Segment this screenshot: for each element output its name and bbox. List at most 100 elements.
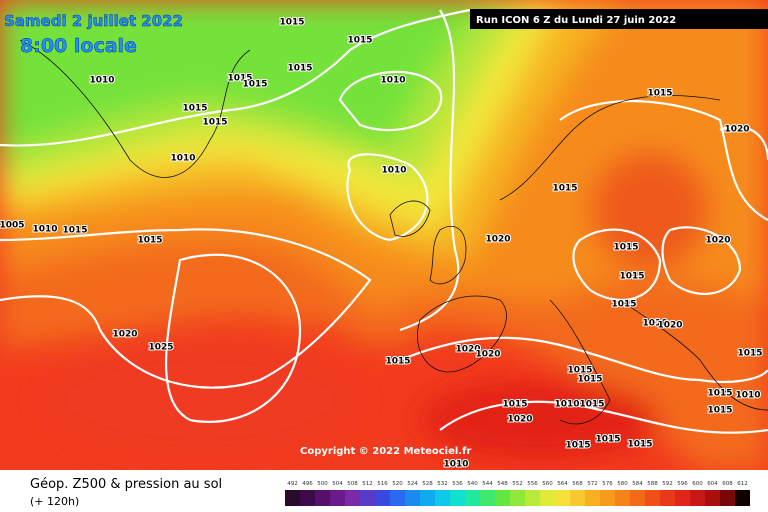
isobar-label: 1015 [611, 300, 636, 310]
scale-label: 552 [512, 481, 523, 487]
scale-label: 600 [692, 481, 703, 487]
scale-swatch [480, 490, 495, 506]
scale-label: 504 [332, 481, 343, 487]
scale-label: 556 [527, 481, 538, 487]
isobar-label: 1015 [567, 366, 592, 376]
scale-swatch [735, 490, 750, 506]
isobar-label: 1020 [724, 125, 749, 135]
scale-swatch [435, 490, 450, 506]
scale-label: 560 [542, 481, 553, 487]
footer-lead: (+ 120h) [30, 495, 79, 508]
scale-swatch [465, 490, 480, 506]
isobar-label: 1020 [705, 236, 730, 246]
isobar-label: 1015 [707, 389, 732, 399]
scale-label: 580 [617, 481, 628, 487]
isobar-label: 1010 [443, 460, 468, 470]
scale-swatch [300, 490, 315, 506]
isobar-label: 1020 [112, 330, 137, 340]
scale-swatch [660, 490, 675, 506]
isobar-label: 1010 [170, 154, 195, 164]
scale-label: 512 [362, 481, 373, 487]
scale-swatch [540, 490, 555, 506]
isobar-label: 1015 [647, 89, 672, 99]
scale-label: 612 [737, 481, 748, 487]
scale-swatch [315, 490, 330, 506]
isobar-label: 1015 [613, 243, 638, 253]
scale-label: 540 [467, 481, 478, 487]
scale-swatch [510, 490, 525, 506]
scale-swatch [705, 490, 720, 506]
isobar-label: 1010 [89, 76, 114, 86]
isobar-label: 1015 [279, 18, 304, 28]
scale-label: 596 [677, 481, 688, 487]
scale-swatch [645, 490, 660, 506]
geopotential-field [0, 0, 768, 470]
isobar-label: 1015 [242, 80, 267, 90]
footer-title: Géop. Z500 & pression au sol [30, 477, 222, 492]
isobar-label: 1015 [287, 64, 312, 74]
isobar-label: 1020 [485, 235, 510, 245]
isobar-label: 1015 [619, 272, 644, 282]
isobar-label: 1015 [552, 184, 577, 194]
scale-swatch [600, 490, 615, 506]
scale-swatch [330, 490, 345, 506]
isobar-label: 1020 [657, 321, 682, 331]
isobar-label: 1020 [475, 350, 500, 360]
run-info: Run ICON 6 Z du Lundi 27 juin 2022 [476, 15, 676, 26]
copyright: Copyright © 2022 Meteociel.fr [300, 446, 471, 457]
scale-label: 604 [707, 481, 718, 487]
scale-swatch [585, 490, 600, 506]
isobar-label: 1015 [707, 406, 732, 416]
scale-swatch [720, 490, 735, 506]
scale-label: 516 [377, 481, 388, 487]
isobar-label: 1010 [380, 76, 405, 86]
isobar-label: 1025 [148, 343, 173, 353]
scale-swatch [615, 490, 630, 506]
scale-label: 592 [662, 481, 673, 487]
scale-label: 568 [572, 481, 583, 487]
isobar-label: 1020 [507, 415, 532, 425]
scale-label: 508 [347, 481, 358, 487]
isobar-label: 1015 [737, 349, 762, 359]
isobar-label: 1015 [385, 357, 410, 367]
isobar-label: 1015 [137, 236, 162, 246]
scale-label: 584 [632, 481, 643, 487]
isobar-label: 1010 [554, 400, 579, 410]
isobar-label: 1010 [735, 391, 760, 401]
date: Samedi 2 juillet 2022 [4, 12, 183, 30]
scale-label: 608 [722, 481, 733, 487]
isobar-label: 1010 [381, 166, 406, 176]
isobar-label: 1020 [455, 345, 480, 355]
isobar-label: 1015 [227, 74, 252, 84]
scale-swatch [525, 490, 540, 506]
coastlines [19, 39, 768, 425]
scale-label: 496 [302, 481, 313, 487]
run-banner [470, 9, 768, 29]
scale-label: 588 [647, 481, 658, 487]
scale-label: 524 [407, 481, 418, 487]
scale-label: 576 [602, 481, 613, 487]
scale-label: 564 [557, 481, 568, 487]
isobar-label: 1015 [202, 118, 227, 128]
scale-label: 532 [437, 481, 448, 487]
scale-swatch [390, 490, 405, 506]
isobar-label: 1015 [347, 36, 372, 46]
scale-swatch [570, 490, 585, 506]
scale-swatch [555, 490, 570, 506]
isobar-label: 1005 [0, 221, 25, 231]
isobar-label: 1015 [577, 375, 602, 385]
scale-label: 500 [317, 481, 328, 487]
scale-swatch [285, 490, 300, 506]
isobar-label: 1010 [642, 319, 667, 329]
isobar-label: 1015 [627, 440, 652, 450]
scale-swatch [450, 490, 465, 506]
isobar-label: 1015 [182, 104, 207, 114]
scale-swatch [630, 490, 645, 506]
scale-swatch [405, 490, 420, 506]
scale-swatch [420, 490, 435, 506]
isobar-label: 1015 [62, 226, 87, 236]
scale-label: 520 [392, 481, 403, 487]
scale-swatch [360, 490, 375, 506]
color-scale: 492 496 500 504 508 512 516 520 524 528 532 536 540 5… [285, 481, 750, 506]
